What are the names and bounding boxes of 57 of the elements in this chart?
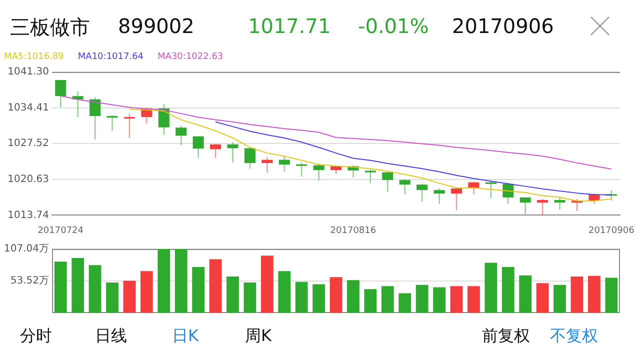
bar — [468, 286, 480, 313]
y-tick-label: 1041.30 — [8, 66, 49, 78]
bar — [502, 266, 514, 313]
text: -0.01% — [358, 14, 429, 38]
bar — [398, 293, 412, 313]
text: 日K — [172, 326, 198, 347]
y-tick-label: 1027.52 — [8, 138, 49, 150]
text: MA10:1017.64 — [78, 52, 144, 62]
text: 日线 — [95, 326, 127, 347]
bar — [295, 282, 308, 313]
bar — [484, 262, 498, 313]
bar — [260, 256, 274, 313]
bar — [433, 287, 446, 313]
bar — [278, 271, 291, 313]
text: 分时 — [20, 326, 52, 347]
bar — [72, 258, 84, 313]
bar — [123, 280, 136, 313]
text: MA30:1022.63 — [158, 52, 224, 62]
bar — [54, 262, 67, 313]
bar — [330, 277, 342, 313]
x-tick-label: 20170724 — [38, 226, 84, 236]
bar — [174, 249, 188, 313]
bar — [416, 284, 428, 313]
bar — [158, 249, 170, 313]
text: 不复权 — [550, 326, 598, 347]
bar — [605, 278, 618, 313]
x-tick-label: 20170906 — [588, 226, 635, 236]
bar — [192, 266, 204, 313]
text: 1017.71 — [248, 14, 331, 38]
y-tick-label: 1020.63 — [8, 174, 49, 185]
x-tick-label: 20170816 — [330, 226, 376, 236]
bar — [347, 280, 360, 313]
bar — [209, 259, 222, 313]
bar — [364, 289, 377, 313]
text: 20170906 — [452, 14, 554, 38]
chart-title: 三板做市 — [10, 14, 90, 41]
bar — [226, 276, 239, 313]
y-tick-label: 107.04万 — [4, 244, 49, 255]
bar — [588, 276, 600, 313]
bar — [381, 286, 394, 313]
text: 899002 — [118, 14, 194, 38]
bar — [536, 283, 549, 313]
text: 周K — [245, 326, 272, 347]
text: 前复权 — [482, 326, 530, 347]
bar — [570, 276, 584, 313]
bar — [244, 282, 256, 313]
bar — [450, 286, 463, 313]
y-tick-label: 1013.74 — [8, 210, 49, 221]
y-tick-label: 1034.41 — [8, 102, 49, 114]
y-tick-label: 53.52万 — [10, 276, 49, 287]
bar — [88, 265, 102, 313]
bar — [519, 275, 532, 313]
bar — [312, 284, 325, 313]
bar — [140, 271, 153, 313]
bar — [106, 282, 118, 313]
bar — [554, 284, 566, 313]
text: MA5:1016.89 — [4, 52, 64, 62]
